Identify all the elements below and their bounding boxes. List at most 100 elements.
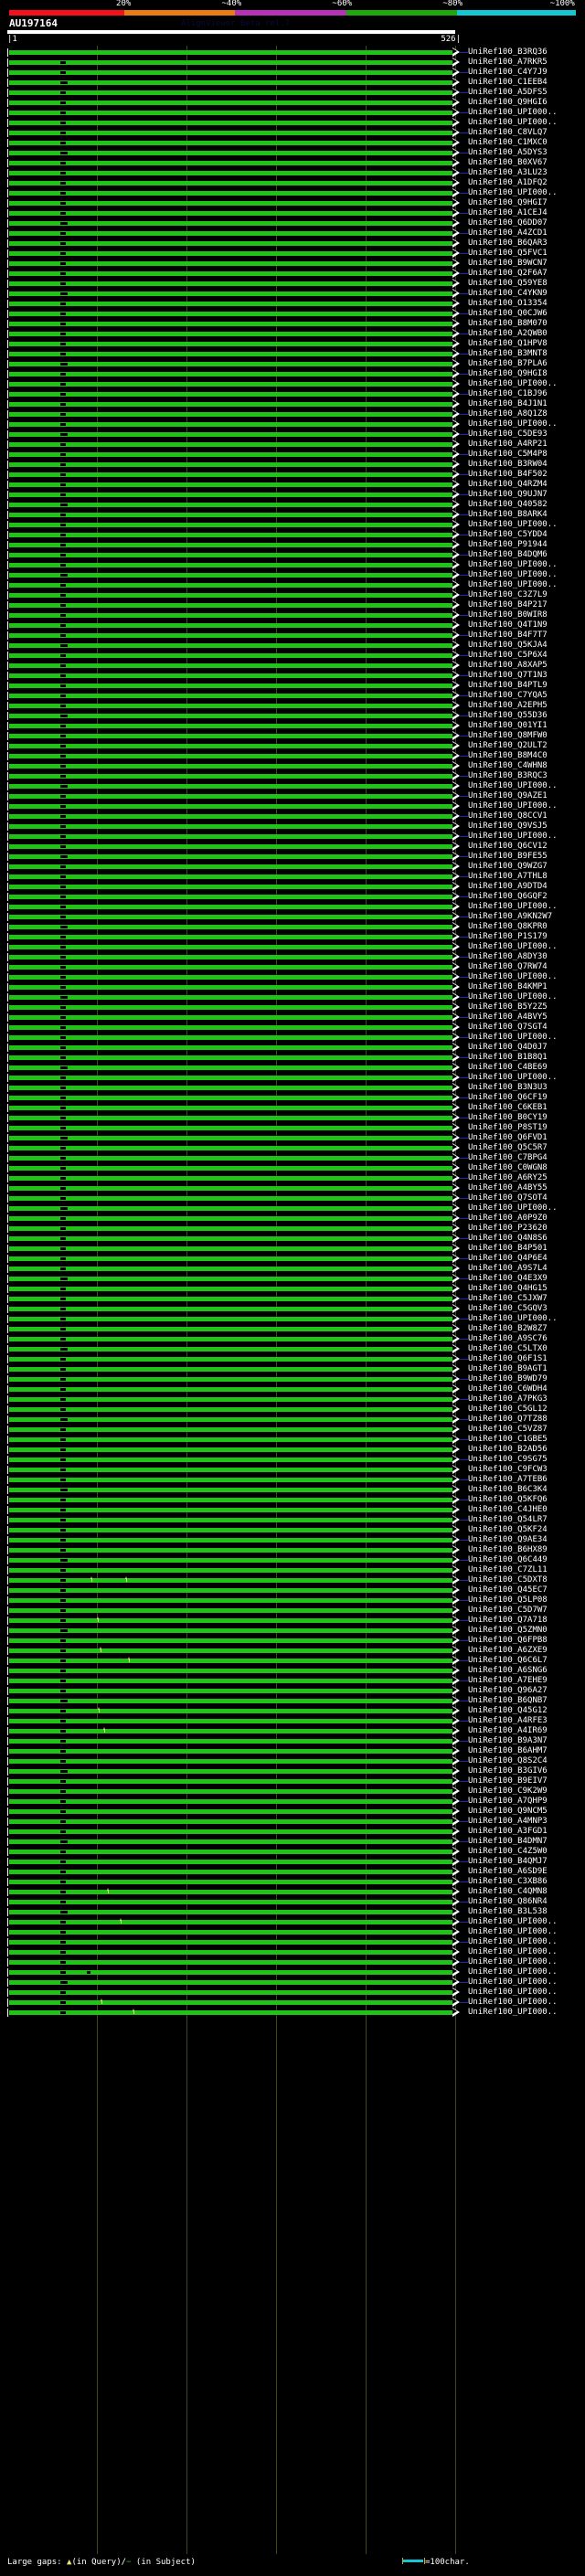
- hit-row[interactable]: UniRef100_C5LTX0: [0, 1344, 585, 1354]
- hsp-bar[interactable]: [9, 1287, 452, 1291]
- hsp-bar[interactable]: [9, 955, 452, 959]
- hsp-bar[interactable]: [9, 744, 452, 748]
- hsp-bar[interactable]: [9, 1829, 452, 1834]
- hit-row[interactable]: UniRef100_A7RKR5: [0, 58, 585, 68]
- hit-label[interactable]: UniRef100_C5M4P8: [468, 450, 548, 459]
- hit-label[interactable]: UniRef100_Q96A27: [468, 1686, 548, 1695]
- hit-row[interactable]: UniRef100_A5DYS3: [0, 148, 585, 158]
- hsp-bar[interactable]: [9, 1548, 452, 1553]
- hsp-bar[interactable]: [9, 804, 452, 809]
- hit-row[interactable]: UniRef100_A9S7L4: [0, 1264, 585, 1274]
- hsp-bar[interactable]: [9, 131, 452, 135]
- hsp-bar[interactable]: [9, 1035, 452, 1040]
- hsp-bar[interactable]: [9, 1769, 452, 1774]
- hit-label[interactable]: UniRef100_Q5KJA4: [468, 641, 548, 650]
- hsp-bar[interactable]: [9, 1558, 452, 1563]
- hit-label[interactable]: UniRef100_UPI000..: [468, 1988, 558, 1997]
- hit-row[interactable]: UniRef100_Q8S2C4: [0, 1756, 585, 1766]
- hit-row[interactable]: UniRef100_C7BPG4: [0, 1153, 585, 1163]
- hsp-bar[interactable]: [9, 1186, 452, 1191]
- hit-row[interactable]: UniRef100_C6KEB1: [0, 1103, 585, 1113]
- hsp-bar[interactable]: [9, 1618, 452, 1623]
- hsp-bar[interactable]: [9, 1598, 452, 1603]
- hit-row[interactable]: UniRef100_Q9AZE1: [0, 791, 585, 801]
- hsp-bar[interactable]: [9, 995, 452, 1000]
- hit-row[interactable]: UniRef100_Q4RZM4: [0, 480, 585, 490]
- hit-label[interactable]: UniRef100_C5GQV3: [468, 1304, 548, 1313]
- hit-label[interactable]: UniRef100_Q4P6E4: [468, 1254, 548, 1263]
- hit-row[interactable]: UniRef100_A9SC76: [0, 1334, 585, 1344]
- hsp-bar[interactable]: [9, 1297, 452, 1301]
- hit-row[interactable]: UniRef100_A9KN2W7: [0, 912, 585, 922]
- hit-label[interactable]: UniRef100_Q8MFW0: [468, 731, 548, 740]
- hsp-bar[interactable]: [9, 1920, 452, 1924]
- hit-label[interactable]: UniRef100_A8XAP5: [468, 661, 548, 670]
- hsp-bar[interactable]: [9, 1106, 452, 1110]
- hit-row[interactable]: UniRef100_C9K2W9: [0, 1786, 585, 1797]
- hit-row[interactable]: UniRef100_C5VZ87: [0, 1425, 585, 1435]
- hsp-bar[interactable]: [9, 141, 452, 145]
- hsp-bar[interactable]: [9, 1136, 452, 1140]
- hsp-bar[interactable]: [9, 543, 452, 547]
- hit-row[interactable]: UniRef100_B6QAR3: [0, 239, 585, 249]
- hit-row[interactable]: UniRef100_C5JXW7: [0, 1294, 585, 1304]
- hit-row[interactable]: UniRef100_UPI000..: [0, 1927, 585, 1937]
- hsp-bar[interactable]: [9, 1447, 452, 1452]
- hit-label[interactable]: UniRef100_A7RKR5: [468, 58, 548, 67]
- hit-label[interactable]: UniRef100_A4ZCD1: [468, 228, 548, 238]
- hit-label[interactable]: UniRef100_Q9HGI8: [468, 369, 548, 378]
- hsp-bar[interactable]: [9, 211, 452, 216]
- hit-row[interactable]: UniRef100_A4IR69: [0, 1726, 585, 1736]
- hit-row[interactable]: UniRef100_Q7TZ88: [0, 1415, 585, 1425]
- hsp-bar[interactable]: [9, 1789, 452, 1794]
- hsp-bar[interactable]: [9, 422, 452, 427]
- hit-row[interactable]: UniRef100_Q6CF19: [0, 1093, 585, 1103]
- hit-row[interactable]: UniRef100_B9WCN7: [0, 259, 585, 269]
- hit-label[interactable]: UniRef100_Q9HGI7: [468, 198, 548, 207]
- hit-label[interactable]: UniRef100_A8Q1Z8: [468, 409, 548, 419]
- hit-row[interactable]: UniRef100_A7QHP9: [0, 1797, 585, 1807]
- hit-row[interactable]: UniRef100_Q45EC7: [0, 1585, 585, 1595]
- hit-label[interactable]: UniRef100_C5JXW7: [468, 1294, 548, 1303]
- hsp-bar[interactable]: [9, 794, 452, 799]
- hit-label[interactable]: UniRef100_P1S179: [468, 932, 548, 941]
- hsp-bar[interactable]: [9, 593, 452, 598]
- hit-row[interactable]: UniRef100_B9WD79: [0, 1374, 585, 1384]
- hsp-bar[interactable]: [9, 1327, 452, 1331]
- hsp-bar[interactable]: [9, 533, 452, 537]
- hit-row[interactable]: UniRef100_A6RY25: [0, 1173, 585, 1183]
- hit-row[interactable]: UniRef100_B9AGT1: [0, 1364, 585, 1374]
- hsp-bar[interactable]: [9, 1648, 452, 1653]
- hit-row[interactable]: UniRef100_UPI000..: [0, 832, 585, 842]
- hit-label[interactable]: UniRef100_A6SNG6: [468, 1666, 548, 1675]
- hsp-bar[interactable]: [9, 945, 452, 949]
- hsp-bar[interactable]: [9, 1236, 452, 1241]
- hit-row[interactable]: UniRef100_C1GBE5: [0, 1435, 585, 1445]
- hit-row[interactable]: UniRef100_C0WGN8: [0, 1163, 585, 1173]
- hit-label[interactable]: UniRef100_C5VZ87: [468, 1425, 548, 1434]
- hit-row[interactable]: UniRef100_Q6GQF2: [0, 892, 585, 902]
- hsp-bar[interactable]: [9, 573, 452, 578]
- hit-row[interactable]: UniRef100_Q6F1S1: [0, 1354, 585, 1364]
- hit-row[interactable]: UniRef100_A6SD9E: [0, 1867, 585, 1877]
- hsp-bar[interactable]: [9, 1588, 452, 1593]
- hit-label[interactable]: UniRef100_B4F502: [468, 470, 548, 479]
- hit-row[interactable]: UniRef100_C1BJ96: [0, 389, 585, 399]
- hit-label[interactable]: UniRef100_C6KEB1: [468, 1103, 548, 1112]
- hsp-bar[interactable]: [9, 563, 452, 567]
- hsp-bar[interactable]: [9, 1900, 452, 1904]
- hsp-bar[interactable]: [9, 895, 452, 899]
- hit-row[interactable]: UniRef100_Q2ULT2: [0, 741, 585, 751]
- hit-label[interactable]: UniRef100_Q6C6L7: [468, 1656, 548, 1665]
- hit-label[interactable]: UniRef100_Q8CCV1: [468, 811, 548, 821]
- hit-row[interactable]: UniRef100_B4DQM6: [0, 550, 585, 560]
- hit-label[interactable]: UniRef100_B3RW04: [468, 460, 548, 469]
- hit-label[interactable]: UniRef100_A1CEJ4: [468, 208, 548, 217]
- hit-row[interactable]: UniRef100_C3Z7L9: [0, 590, 585, 600]
- hit-label[interactable]: UniRef100_A5DYS3: [468, 148, 548, 157]
- hit-label[interactable]: UniRef100_B7PLA6: [468, 359, 548, 368]
- hit-label[interactable]: UniRef100_C4WHN8: [468, 761, 548, 770]
- hsp-bar[interactable]: [9, 623, 452, 628]
- hit-row[interactable]: UniRef100_Q9NCM5: [0, 1807, 585, 1817]
- hit-label[interactable]: UniRef100_Q4N8S6: [468, 1234, 548, 1243]
